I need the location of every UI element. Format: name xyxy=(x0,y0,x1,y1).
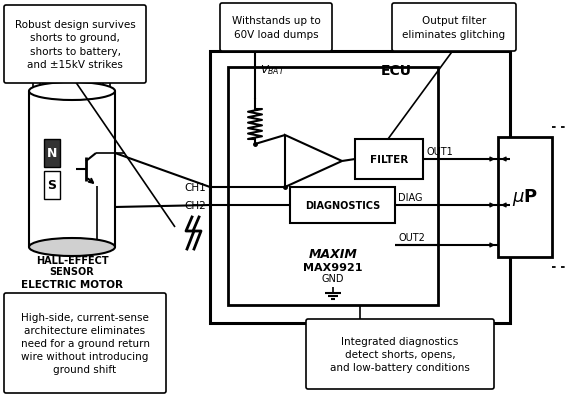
Bar xyxy=(103,70,110,88)
FancyBboxPatch shape xyxy=(392,4,516,52)
Text: HALL-EFFECT: HALL-EFFECT xyxy=(36,255,108,265)
Text: CH1: CH1 xyxy=(185,182,206,192)
Text: $\mu$P: $\mu$P xyxy=(512,187,538,208)
Text: OUT1: OUT1 xyxy=(426,147,453,157)
Text: ELECTRIC MOTOR: ELECTRIC MOTOR xyxy=(21,279,123,289)
Bar xyxy=(93,70,100,88)
Ellipse shape xyxy=(29,83,115,101)
Bar xyxy=(228,68,438,305)
FancyBboxPatch shape xyxy=(4,293,166,393)
Text: FILTER: FILTER xyxy=(370,155,408,164)
FancyBboxPatch shape xyxy=(220,4,332,52)
Bar xyxy=(44,140,60,168)
Text: SENSOR: SENSOR xyxy=(50,266,95,276)
Text: ECU: ECU xyxy=(380,64,411,78)
Text: N: N xyxy=(47,147,57,160)
Bar xyxy=(73,70,80,88)
Text: MAXIM: MAXIM xyxy=(308,247,358,260)
Text: DIAG: DIAG xyxy=(398,192,422,203)
Text: OUT2: OUT2 xyxy=(398,233,425,242)
Text: Output filter
eliminates glitching: Output filter eliminates glitching xyxy=(402,16,505,40)
Text: S: S xyxy=(48,179,57,192)
Bar xyxy=(355,140,423,180)
Bar xyxy=(498,138,552,257)
Bar xyxy=(210,52,510,323)
Bar xyxy=(53,70,60,88)
Ellipse shape xyxy=(29,239,115,256)
Text: Robust design survives
shorts to ground,
shorts to battery,
and ±15kV strikes: Robust design survives shorts to ground,… xyxy=(15,20,135,70)
FancyBboxPatch shape xyxy=(4,6,146,84)
Bar xyxy=(290,188,395,223)
Bar xyxy=(83,70,90,88)
Text: $V_{BAT}$: $V_{BAT}$ xyxy=(260,63,285,77)
Bar xyxy=(63,70,70,88)
Bar xyxy=(43,70,50,88)
Text: DIAGNOSTICS: DIAGNOSTICS xyxy=(305,200,380,211)
Text: GND: GND xyxy=(321,273,344,283)
Bar xyxy=(44,172,60,200)
FancyBboxPatch shape xyxy=(306,319,494,389)
Text: Integrated diagnostics
detect shorts, opens,
and low-battery conditions: Integrated diagnostics detect shorts, op… xyxy=(330,336,470,372)
Text: MAX9921: MAX9921 xyxy=(303,262,363,272)
Text: Withstands up to
60V load dumps: Withstands up to 60V load dumps xyxy=(231,16,320,40)
Text: High-side, current-sense
architecture eliminates
need for a ground return
wire w: High-side, current-sense architecture el… xyxy=(20,312,149,375)
Bar xyxy=(33,70,40,88)
Text: CH2: CH2 xyxy=(185,200,206,211)
